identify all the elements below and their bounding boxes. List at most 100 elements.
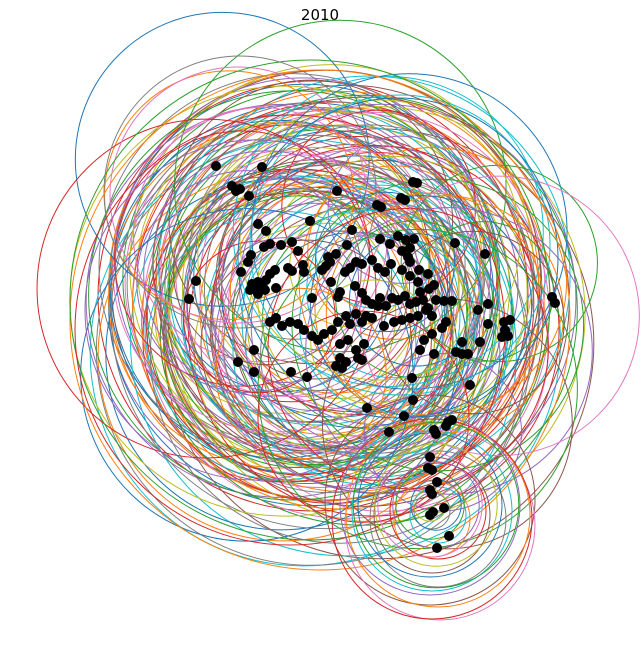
- data-point: [271, 283, 281, 293]
- radius-ring: [374, 443, 498, 567]
- radius-ring: [239, 99, 521, 381]
- data-point: [401, 235, 411, 245]
- data-point: [475, 337, 485, 347]
- data-point: [409, 234, 419, 244]
- radius-ring: [344, 429, 536, 621]
- data-point: [407, 373, 417, 383]
- radius-ring: [309, 195, 533, 418]
- radius-ring: [324, 394, 536, 606]
- data-point: [298, 260, 308, 270]
- data-point: [271, 313, 281, 323]
- data-point: [505, 315, 515, 325]
- radius-ring: [200, 239, 413, 452]
- data-point: [480, 249, 490, 259]
- radius-ring: [257, 310, 470, 523]
- radius-ring: [211, 196, 481, 466]
- data-point: [386, 259, 396, 269]
- data-point: [375, 234, 385, 244]
- data-point: [373, 301, 383, 311]
- data-point: [375, 293, 385, 303]
- data-point: [428, 507, 438, 517]
- radius-ring: [246, 212, 471, 437]
- data-point: [332, 186, 342, 196]
- data-point: [277, 321, 287, 331]
- radius-ring: [223, 230, 454, 461]
- data-point: [443, 417, 453, 427]
- data-point: [393, 231, 403, 241]
- radius-ring: [331, 418, 533, 620]
- data-point: [381, 301, 391, 311]
- chart-title: 2010: [300, 6, 340, 24]
- data-point: [351, 345, 361, 355]
- data-point: [424, 284, 434, 294]
- data-point: [333, 292, 343, 302]
- data-point: [244, 191, 254, 201]
- data-point: [483, 299, 493, 309]
- data-point: [249, 345, 259, 355]
- data-point: [302, 372, 312, 382]
- data-point: [399, 411, 409, 421]
- data-point: [405, 243, 415, 253]
- data-point: [285, 317, 295, 327]
- radius-ring: [257, 228, 578, 550]
- radius-ring: [215, 287, 387, 460]
- data-point: [367, 255, 377, 265]
- data-point: [432, 543, 442, 553]
- data-point: [259, 242, 269, 252]
- data-point: [431, 429, 441, 439]
- data-point: [425, 452, 435, 462]
- data-point: [450, 238, 460, 248]
- data-point: [191, 276, 201, 286]
- data-point: [437, 323, 447, 333]
- data-point: [427, 329, 437, 339]
- data-point: [447, 296, 457, 306]
- radius-ring: [314, 191, 456, 333]
- data-point: [384, 427, 394, 437]
- data-point: [276, 240, 286, 250]
- data-point: [415, 345, 425, 355]
- data-point: [333, 317, 343, 327]
- data-point: [270, 265, 280, 275]
- radius-ring: [413, 221, 554, 362]
- data-point: [307, 293, 317, 303]
- data-point: [400, 195, 410, 205]
- data-point: [184, 294, 194, 304]
- data-point: [465, 380, 475, 390]
- data-point: [357, 259, 367, 269]
- data-point: [379, 321, 389, 331]
- data-point: [408, 395, 418, 405]
- data-point: [412, 178, 422, 188]
- data-point: [331, 249, 341, 259]
- data-point: [367, 313, 377, 323]
- radius-ring: [369, 450, 507, 588]
- data-point: [463, 349, 473, 359]
- data-point: [389, 317, 399, 327]
- radius-ring: [149, 163, 531, 544]
- data-point: [260, 285, 270, 295]
- data-point: [249, 367, 259, 377]
- data-point: [345, 319, 355, 329]
- data-point: [423, 269, 433, 279]
- data-point: [457, 337, 467, 347]
- data-point: [429, 349, 439, 359]
- data-point: [321, 261, 331, 271]
- data-point: [473, 305, 483, 315]
- radius-ring: [172, 176, 362, 366]
- data-point: [286, 367, 296, 377]
- radius-ring: [310, 279, 435, 405]
- data-point: [418, 295, 428, 305]
- data-point: [350, 281, 360, 291]
- data-point: [405, 313, 415, 323]
- data-point: [444, 531, 454, 541]
- radius-ring: [109, 66, 367, 324]
- data-point: [415, 287, 425, 297]
- radius-ring: [74, 11, 370, 307]
- data-point: [343, 335, 353, 345]
- data-point: [293, 246, 303, 256]
- data-point: [380, 267, 390, 277]
- data-point: [236, 267, 246, 277]
- data-point: [305, 216, 315, 226]
- data-point: [335, 339, 345, 349]
- data-point: [243, 257, 253, 267]
- radius-ring: [306, 203, 482, 379]
